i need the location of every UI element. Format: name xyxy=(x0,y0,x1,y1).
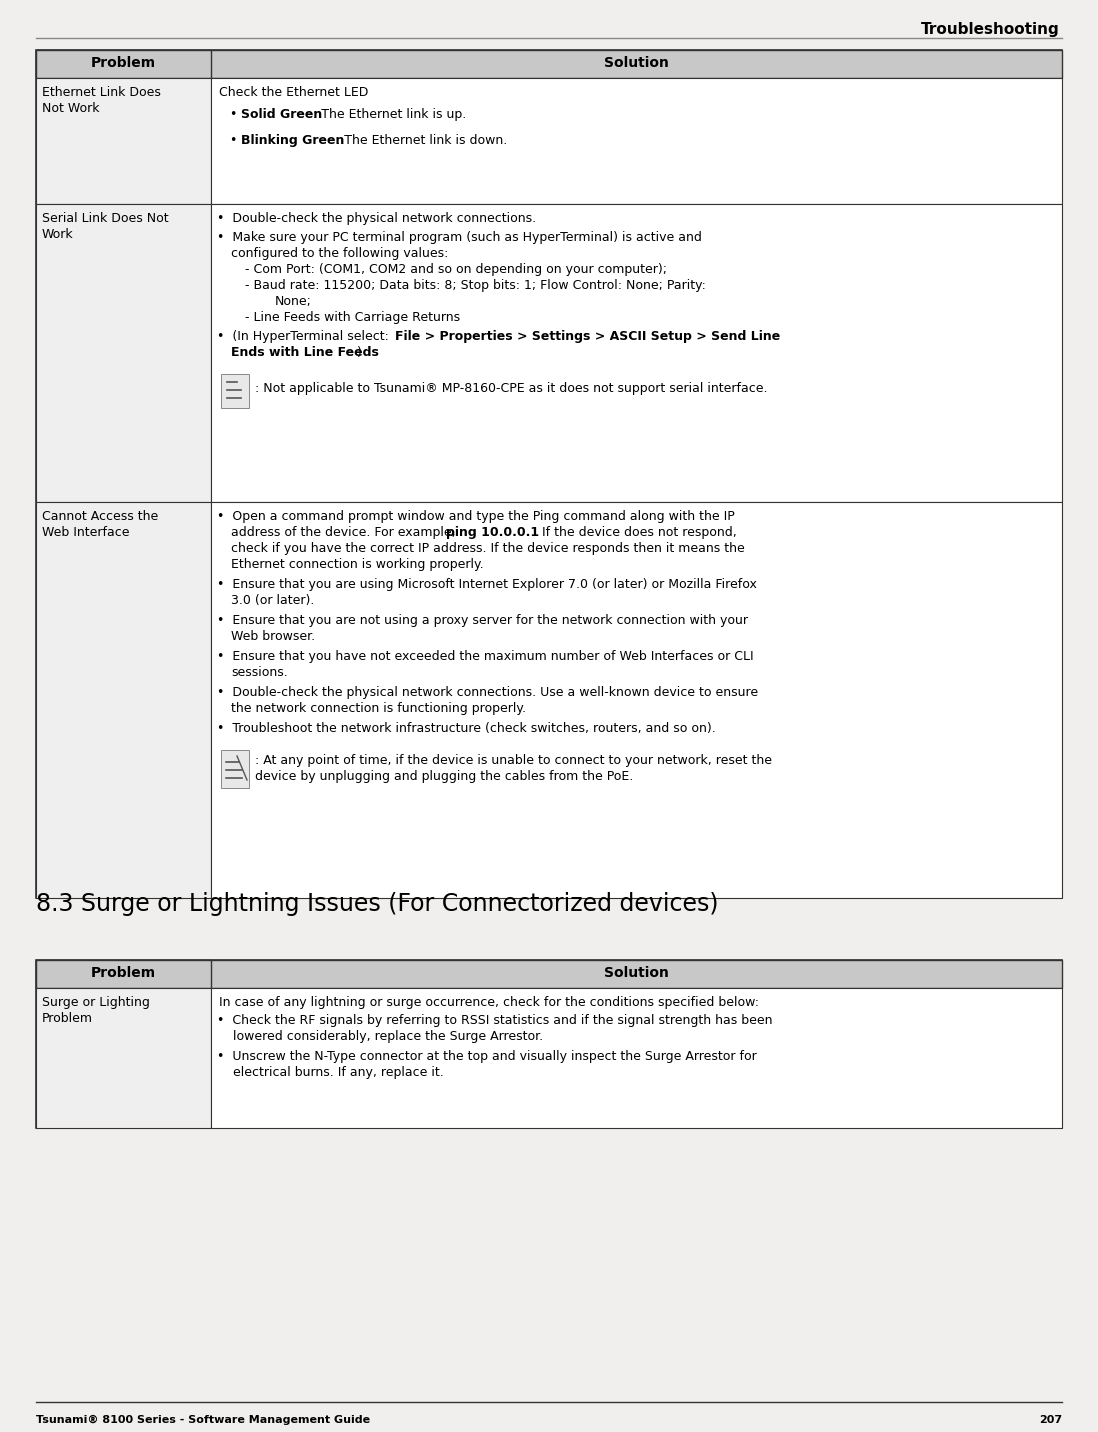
Bar xyxy=(211,988,1062,1128)
Text: electrical burns. If any, replace it.: electrical burns. If any, replace it. xyxy=(233,1065,444,1078)
Bar xyxy=(36,959,1062,988)
Bar xyxy=(211,203,1062,503)
Text: Solution: Solution xyxy=(604,967,669,979)
Text: Problem: Problem xyxy=(91,56,156,70)
Text: . If the device does not respond,: . If the device does not respond, xyxy=(534,526,737,538)
Text: Cannot Access the: Cannot Access the xyxy=(42,510,158,523)
Text: check if you have the correct IP address. If the device responds then it means t: check if you have the correct IP address… xyxy=(231,541,744,556)
Text: Ends with Line Feeds: Ends with Line Feeds xyxy=(231,347,379,359)
Text: Blinking Green: Blinking Green xyxy=(240,135,345,147)
Text: Work: Work xyxy=(42,228,74,241)
Text: address of the device. For example,: address of the device. For example, xyxy=(231,526,460,538)
Text: •  Troubleshoot the network infrastructure (check switches, routers, and so on).: • Troubleshoot the network infrastructur… xyxy=(217,722,716,735)
Bar xyxy=(36,959,1062,1128)
Text: : The Ethernet link is up.: : The Ethernet link is up. xyxy=(313,107,467,120)
Text: : Not applicable to Tsunami® MP-8160-CPE as it does not support serial interface: : Not applicable to Tsunami® MP-8160-CPE… xyxy=(255,382,768,395)
Text: Check the Ethernet LED: Check the Ethernet LED xyxy=(219,86,368,99)
Text: •  Ensure that you have not exceeded the maximum number of Web Interfaces or CLI: • Ensure that you have not exceeded the … xyxy=(217,650,753,663)
Text: •: • xyxy=(229,135,236,147)
Text: Ethernet connection is working properly.: Ethernet connection is working properly. xyxy=(231,558,483,571)
Text: Solid Green: Solid Green xyxy=(240,107,322,120)
Text: Solution: Solution xyxy=(604,56,669,70)
Text: •  Ensure that you are not using a proxy server for the network connection with : • Ensure that you are not using a proxy … xyxy=(217,614,748,627)
Text: •  (In HyperTerminal select:: • (In HyperTerminal select: xyxy=(217,329,393,344)
Text: device by unplugging and plugging the cables from the PoE.: device by unplugging and plugging the ca… xyxy=(255,770,634,783)
Bar xyxy=(221,374,249,408)
Bar xyxy=(36,988,211,1128)
Text: 3.0 (or later).: 3.0 (or later). xyxy=(231,594,314,607)
Text: Tsunami® 8100 Series - Software Management Guide: Tsunami® 8100 Series - Software Manageme… xyxy=(36,1415,370,1425)
Text: Web browser.: Web browser. xyxy=(231,630,315,643)
Text: In case of any lightning or surge occurrence, check for the conditions specified: In case of any lightning or surge occurr… xyxy=(219,997,759,1010)
Text: •  Make sure your PC terminal program (such as HyperTerminal) is active and: • Make sure your PC terminal program (su… xyxy=(217,231,702,243)
Bar xyxy=(211,503,1062,898)
Text: : At any point of time, if the device is unable to connect to your network, rese: : At any point of time, if the device is… xyxy=(255,755,772,768)
Text: Problem: Problem xyxy=(42,1012,93,1025)
Text: lowered considerably, replace the Surge Arrestor.: lowered considerably, replace the Surge … xyxy=(233,1030,544,1042)
Text: the network connection is functioning properly.: the network connection is functioning pr… xyxy=(231,702,526,715)
Text: Serial Link Does Not: Serial Link Does Not xyxy=(42,212,169,225)
Text: File > Properties > Settings > ASCII Setup > Send Line: File > Properties > Settings > ASCII Set… xyxy=(395,329,781,344)
Text: 8.3 Surge or Lightning Issues (For Connectorized devices): 8.3 Surge or Lightning Issues (For Conne… xyxy=(36,892,718,916)
Text: Ethernet Link Does: Ethernet Link Does xyxy=(42,86,161,99)
Text: ): ) xyxy=(357,347,362,359)
Text: Problem: Problem xyxy=(91,967,156,979)
Text: •  Open a command prompt window and type the Ping command along with the IP: • Open a command prompt window and type … xyxy=(217,510,735,523)
Text: •  Double-check the physical network connections. Use a well-known device to ens: • Double-check the physical network conn… xyxy=(217,686,758,699)
Text: Web Interface: Web Interface xyxy=(42,526,130,538)
Text: Surge or Lighting: Surge or Lighting xyxy=(42,997,149,1010)
Text: •  Ensure that you are using Microsoft Internet Explorer 7.0 (or later) or Mozil: • Ensure that you are using Microsoft In… xyxy=(217,579,757,591)
Bar xyxy=(36,77,211,203)
Bar xyxy=(36,203,211,503)
Bar xyxy=(36,50,1062,77)
Text: : The Ethernet link is down.: : The Ethernet link is down. xyxy=(336,135,507,147)
Bar xyxy=(211,77,1062,203)
Text: None;: None; xyxy=(274,295,312,308)
Bar xyxy=(36,50,1062,898)
Text: Troubleshooting: Troubleshooting xyxy=(921,21,1060,37)
Text: sessions.: sessions. xyxy=(231,666,288,679)
Text: •  Check the RF signals by referring to RSSI statistics and if the signal streng: • Check the RF signals by referring to R… xyxy=(217,1014,773,1027)
Bar xyxy=(221,750,249,788)
Text: •: • xyxy=(229,107,236,120)
Bar xyxy=(36,50,211,77)
Text: Not Work: Not Work xyxy=(42,102,100,115)
Text: - Line Feeds with Carriage Returns: - Line Feeds with Carriage Returns xyxy=(245,311,460,324)
Text: - Com Port: (COM1, COM2 and so on depending on your computer);: - Com Port: (COM1, COM2 and so on depend… xyxy=(245,263,666,276)
Text: •  Double-check the physical network connections.: • Double-check the physical network conn… xyxy=(217,212,536,225)
Bar xyxy=(36,959,211,988)
Text: 207: 207 xyxy=(1039,1415,1062,1425)
Bar xyxy=(36,503,211,898)
Text: configured to the following values:: configured to the following values: xyxy=(231,246,448,261)
Text: - Baud rate: 115200; Data bits: 8; Stop bits: 1; Flow Control: None; Parity:: - Baud rate: 115200; Data bits: 8; Stop … xyxy=(245,279,706,292)
Text: •  Unscrew the N-Type connector at the top and visually inspect the Surge Arrest: • Unscrew the N-Type connector at the to… xyxy=(217,1050,757,1063)
Text: ping 10.0.0.1: ping 10.0.0.1 xyxy=(446,526,539,538)
